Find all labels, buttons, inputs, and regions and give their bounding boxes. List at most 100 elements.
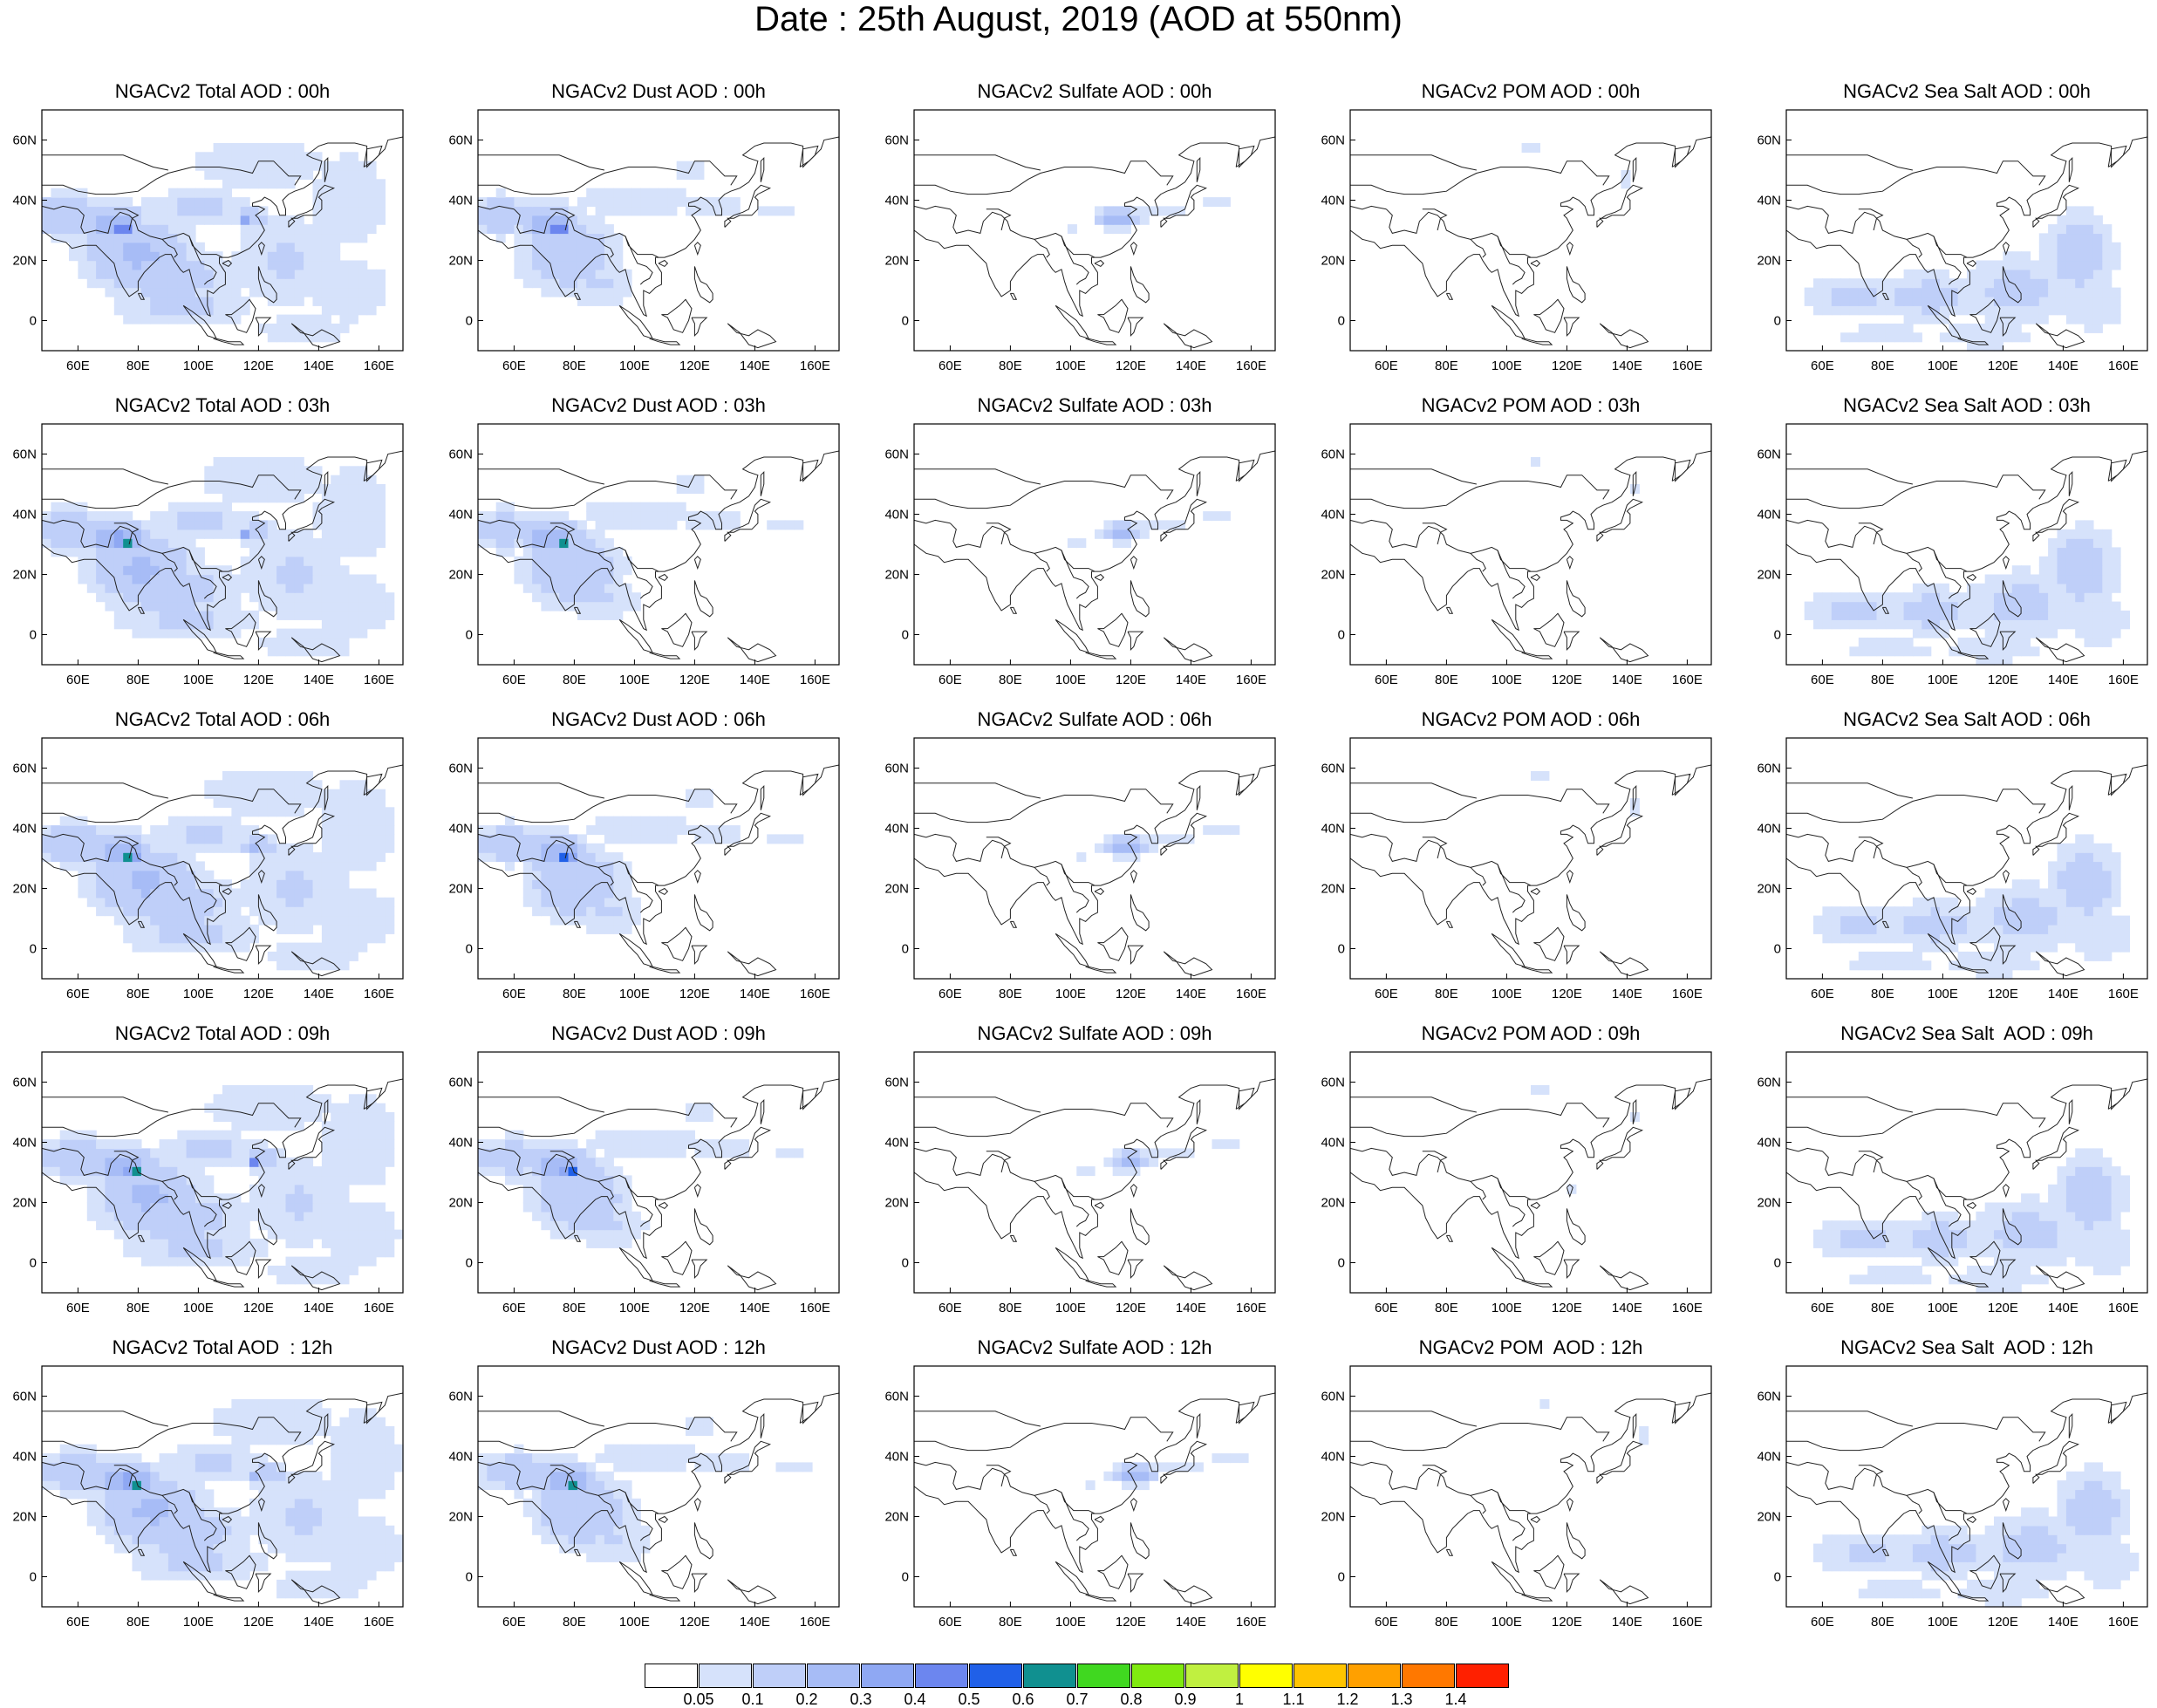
aod-cell (331, 925, 340, 934)
aod-cell (168, 278, 178, 288)
aod-cell (258, 780, 268, 789)
aod-cell (376, 1230, 386, 1240)
aod-cell (204, 1139, 214, 1149)
aod-cell (187, 502, 196, 512)
aod-cell (177, 1239, 187, 1248)
aod-cell (331, 206, 340, 215)
aod-cell (168, 825, 178, 835)
aod-cell (1985, 611, 1995, 620)
aod-cell (187, 1203, 196, 1213)
aod-cell (160, 1220, 169, 1230)
y-tick-label: 0 (30, 314, 37, 329)
aod-cell (2058, 1230, 2067, 1240)
aod-cell (1840, 1239, 1850, 1248)
aod-cell (532, 565, 542, 575)
y-tick-label: 0 (902, 1256, 909, 1271)
aod-cell (141, 251, 151, 261)
coastline-path (1386, 837, 1531, 885)
aod-cell (686, 197, 695, 207)
aod-cell (2075, 844, 2085, 853)
aod-cell (322, 629, 331, 639)
aod-cell (2031, 943, 2040, 953)
aod-cell (514, 575, 523, 584)
aod-cell (514, 825, 523, 835)
aod-cell (187, 889, 196, 898)
aod-cell (304, 889, 313, 898)
aod-cell (694, 484, 704, 494)
aod-cell (2085, 871, 2094, 880)
aod-cell (331, 475, 340, 485)
aod-cell (2058, 879, 2067, 889)
aod-cell (150, 916, 160, 926)
aod-cell (276, 602, 286, 611)
aod-cell (776, 1148, 786, 1158)
y-tick-label: 20N (884, 568, 909, 583)
coastline-path (1564, 1260, 1579, 1278)
aod-cell (623, 1139, 632, 1149)
aod-cell (2112, 611, 2121, 620)
coastline-path (694, 871, 700, 883)
aod-cell (532, 825, 542, 835)
aod-cell (1922, 1239, 1931, 1248)
aod-cell (577, 871, 587, 880)
aod-cell (195, 925, 205, 934)
aod-cell (2058, 297, 2067, 306)
aod-cell (514, 251, 523, 261)
aod-cell (133, 879, 142, 889)
aod-cell (340, 960, 350, 970)
aod-cell (532, 270, 542, 279)
aod-cell (141, 557, 151, 566)
aod-cell (523, 1185, 533, 1194)
aod-cell (313, 565, 323, 575)
aod-cell (577, 844, 587, 853)
aod-cell (1185, 1148, 1195, 1158)
aod-cell (105, 1185, 114, 1194)
aod-cell (2012, 584, 2022, 593)
aod-cell (1877, 933, 1887, 943)
aod-cell (304, 1112, 313, 1122)
aod-cell (1859, 611, 1868, 620)
aod-cell (214, 1193, 223, 1203)
aod-cell (604, 1166, 614, 1176)
aod-cell (105, 602, 114, 611)
coastline-path (1567, 1208, 1585, 1244)
aod-cell (241, 457, 250, 467)
aod-cell (1859, 925, 1868, 934)
aod-cell (523, 879, 533, 889)
coastline-path (659, 1203, 667, 1209)
aod-cell (367, 1230, 377, 1240)
aod-cell (268, 1085, 277, 1095)
aod-cell (2102, 1212, 2112, 1221)
aod-cell (385, 925, 394, 934)
coastline-path (914, 1103, 1173, 1137)
y-tick-label: 60N (884, 133, 909, 148)
aod-cell (1230, 1139, 1239, 1149)
y-tick-label: 40N (1757, 508, 1781, 523)
aod-cell (241, 844, 250, 853)
y-tick-label: 20N (1321, 254, 1345, 269)
y-tick-label: 60N (884, 762, 909, 776)
aod-cell (304, 278, 313, 288)
aod-cell (1913, 278, 1922, 288)
aod-cell (550, 1139, 560, 1149)
aod-cell (1904, 602, 1914, 611)
aod-cell (304, 906, 313, 916)
aod-cell (623, 1131, 632, 1140)
aod-cell (78, 197, 87, 207)
aod-cell (304, 898, 313, 907)
aod-cell (1886, 925, 1895, 934)
aod-cell (1877, 638, 1887, 647)
x-tick-label: 140E (1612, 987, 1642, 1001)
aod-cell (133, 602, 142, 611)
aod-cell (42, 538, 51, 548)
aod-cell (358, 602, 367, 611)
aod-cell (577, 1203, 587, 1213)
aod-cell (187, 816, 196, 826)
aod-cell (349, 502, 358, 512)
aod-cell (2031, 592, 2040, 602)
aod-cell (2058, 243, 2067, 252)
aod-cell (1976, 324, 1985, 333)
aod-cell (313, 871, 323, 880)
aod-cell (385, 844, 394, 853)
aod-cell (349, 206, 358, 215)
